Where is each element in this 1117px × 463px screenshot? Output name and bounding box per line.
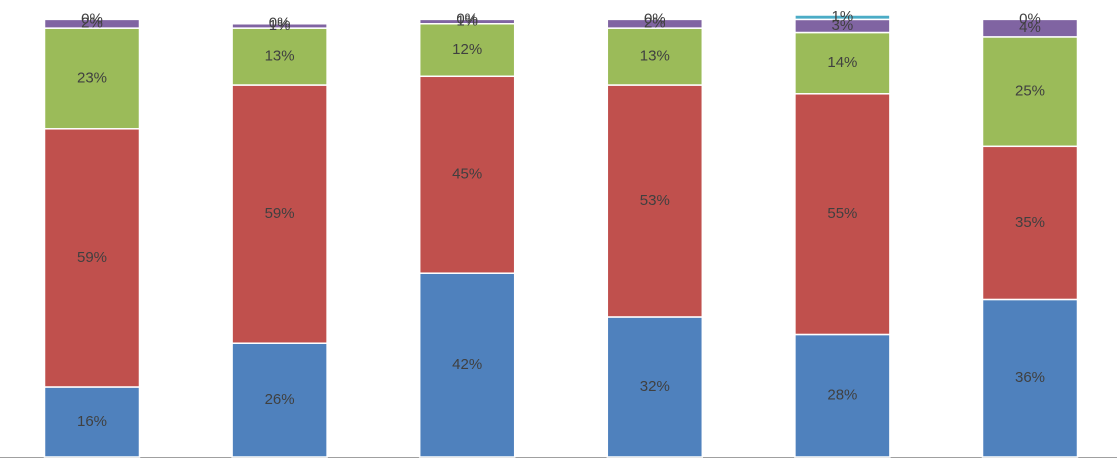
bar-segment bbox=[794, 14, 891, 21]
bar-segment bbox=[43, 18, 141, 29]
data-label: 36% bbox=[1015, 369, 1045, 386]
bar-segment bbox=[606, 316, 704, 458]
data-label: 59% bbox=[77, 249, 107, 266]
bar-segment bbox=[43, 128, 141, 388]
data-label: 13% bbox=[265, 48, 295, 65]
data-label: 0% bbox=[81, 10, 103, 27]
data-label: 1% bbox=[456, 13, 478, 30]
bar-segment bbox=[418, 272, 516, 458]
data-label: 32% bbox=[640, 378, 670, 395]
bar-segment bbox=[606, 27, 704, 86]
bar-segment bbox=[606, 18, 704, 29]
data-label: 3% bbox=[832, 17, 854, 34]
data-label: 53% bbox=[640, 192, 670, 209]
data-label: 59% bbox=[265, 205, 295, 222]
data-label: 12% bbox=[452, 41, 482, 58]
bar-segment bbox=[231, 84, 328, 344]
bar-segment bbox=[794, 31, 891, 95]
data-label: 0% bbox=[644, 10, 666, 27]
data-label: 25% bbox=[1015, 83, 1045, 100]
data-label: 1% bbox=[269, 17, 291, 34]
bar-segment bbox=[231, 342, 328, 458]
bar-segment bbox=[418, 18, 516, 25]
data-label: 28% bbox=[827, 387, 857, 404]
bar-segment bbox=[606, 84, 704, 318]
bar-segment bbox=[231, 27, 328, 86]
bar-segment bbox=[981, 298, 1079, 458]
data-label: 0% bbox=[1019, 10, 1041, 27]
data-label: 4% bbox=[1019, 19, 1041, 36]
data-label: 42% bbox=[452, 356, 482, 373]
data-label: 0% bbox=[269, 15, 291, 32]
data-label: 26% bbox=[265, 391, 295, 408]
bar-segment bbox=[43, 386, 141, 458]
data-label: 2% bbox=[81, 15, 103, 32]
data-label: 14% bbox=[827, 54, 857, 71]
data-label: 2% bbox=[644, 15, 666, 32]
data-label: 45% bbox=[452, 166, 482, 183]
data-label: 16% bbox=[77, 413, 107, 430]
bar-segment bbox=[231, 23, 328, 29]
bar-segment bbox=[981, 36, 1079, 148]
data-label: 1% bbox=[832, 8, 854, 25]
data-label: 0% bbox=[456, 10, 478, 27]
bar-segment bbox=[981, 18, 1079, 38]
data-label: 35% bbox=[1015, 214, 1045, 231]
bar-segment bbox=[981, 145, 1079, 301]
data-label: 23% bbox=[77, 69, 107, 86]
data-label: 13% bbox=[640, 48, 670, 65]
data-label: 55% bbox=[827, 205, 857, 222]
bar-segment bbox=[418, 23, 516, 78]
bar-segment bbox=[418, 75, 516, 274]
